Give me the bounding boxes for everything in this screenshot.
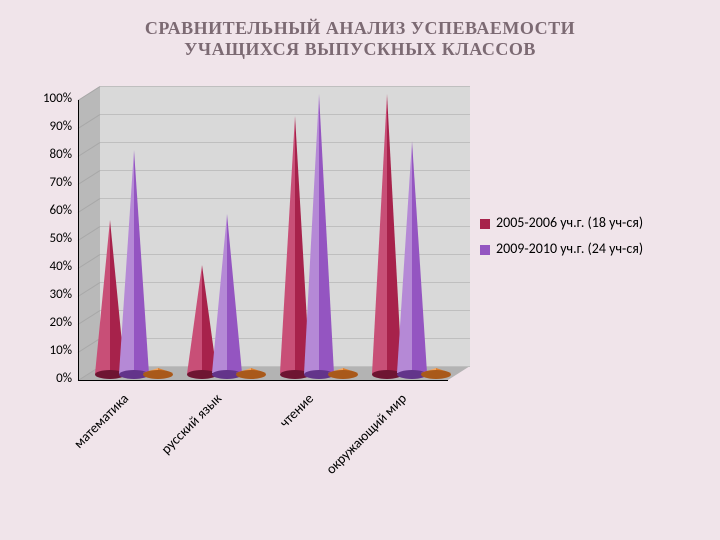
x-category-label: математика [70, 390, 132, 452]
y-tick-label: 40% [28, 259, 72, 274]
cone-chart: 0% 10% 20% 30% 40% 50% 60% 70% 80% 90% 100% математ… [0, 0, 720, 540]
cone-series-3 [421, 368, 451, 382]
x-category-label: русский язык [157, 390, 225, 458]
y-tick-label: 50% [28, 231, 72, 246]
cone-series-3 [236, 368, 266, 382]
legend-item: 2005-2006 уч.г. (18 уч-ся) [480, 215, 660, 231]
cone-series-2 [304, 94, 334, 382]
y-tick-label: 90% [28, 119, 72, 134]
cone-series-2 [397, 141, 427, 381]
legend-label: 2009-2010 уч.г. (24 уч-ся) [496, 241, 643, 257]
legend-item: 2009-2010 уч.г. (24 уч-ся) [480, 241, 660, 257]
legend: 2005-2006 уч.г. (18 уч-ся) 2009-2010 уч.г… [480, 215, 660, 267]
x-category-label: чтение [276, 390, 317, 431]
cone-series-2 [212, 214, 242, 382]
y-tick-label: 80% [28, 147, 72, 162]
y-tick-label: 0% [28, 371, 72, 386]
legend-label: 2005-2006 уч.г. (18 уч-ся) [496, 215, 643, 231]
y-tick-label: 70% [28, 175, 72, 190]
cone-series-2 [119, 150, 149, 382]
y-tick-label: 10% [28, 343, 72, 358]
legend-marker [480, 219, 490, 229]
cone-series-3 [143, 368, 173, 382]
x-category-label: окружающий мир [322, 390, 410, 478]
slide: { "page": { "background_color": "#f0e4ea… [0, 0, 720, 540]
y-tick-label: 100% [28, 91, 72, 106]
y-tick-label: 60% [28, 203, 72, 218]
y-tick-label: 30% [28, 287, 72, 302]
cone-series-3 [328, 368, 358, 382]
y-tick-label: 20% [28, 315, 72, 330]
legend-marker [480, 245, 490, 255]
